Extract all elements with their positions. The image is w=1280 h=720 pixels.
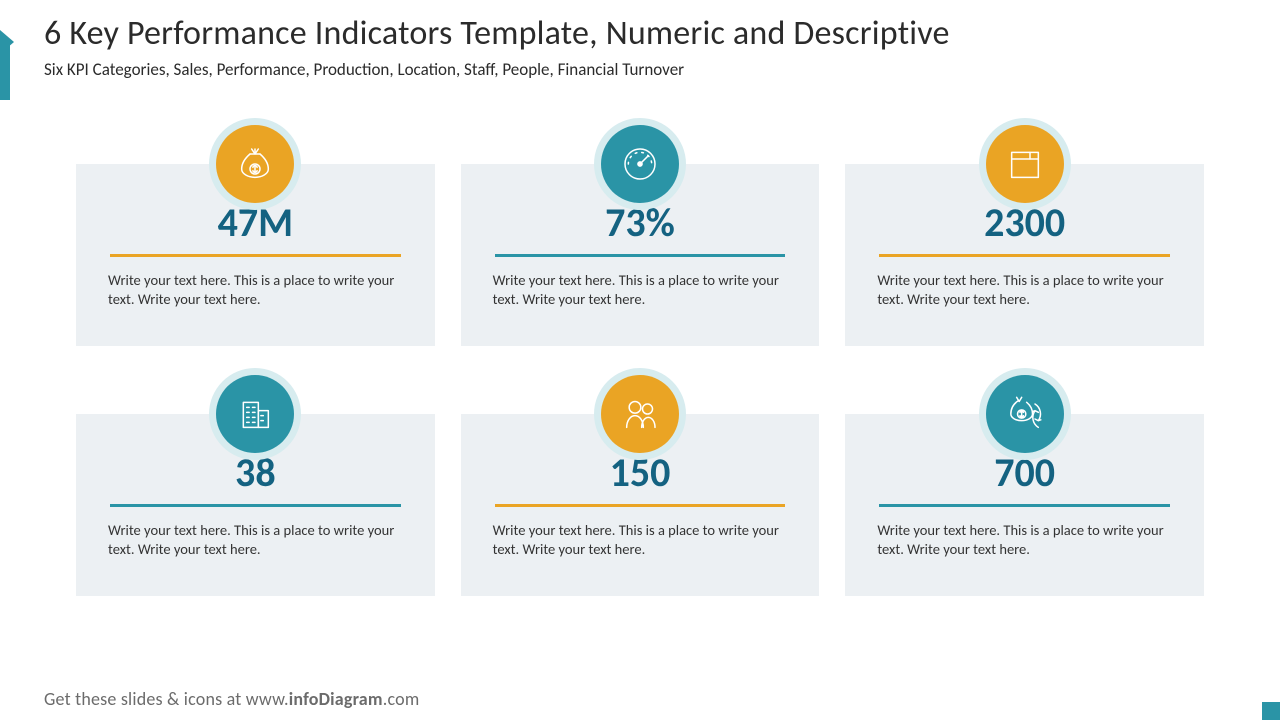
side-accent — [0, 40, 10, 100]
building-icon — [216, 375, 294, 453]
bottom-accent — [1262, 702, 1280, 720]
footer-prefix: Get these slides & icons at www. — [44, 688, 289, 710]
kpi-card-financial: 700Write your text here. This is a place… — [845, 368, 1204, 596]
kpi-card-production: 2300Write your text here. This is a plac… — [845, 118, 1204, 346]
people-icon — [601, 375, 679, 453]
kpi-divider — [110, 504, 401, 507]
icon-ring — [979, 368, 1071, 460]
kpi-description: Write your text here. This is a place to… — [104, 271, 407, 310]
kpi-description: Write your text here. This is a place to… — [873, 271, 1176, 310]
footer-suffix: .com — [383, 688, 420, 710]
kpi-description: Write your text here. This is a place to… — [873, 521, 1176, 560]
slide-subtitle: Six KPI Categories, Sales, Performance, … — [44, 59, 1240, 80]
kpi-divider — [879, 504, 1170, 507]
icon-ring — [979, 118, 1071, 210]
kpi-grid: 47MWrite your text here. This is a place… — [76, 118, 1204, 596]
icon-ring — [209, 368, 301, 460]
kpi-card-staff: 150Write your text here. This is a place… — [461, 368, 820, 596]
box-icon — [986, 125, 1064, 203]
slide: 6 Key Performance Indicators Template, N… — [0, 0, 1280, 720]
icon-ring — [594, 118, 686, 210]
gauge-icon — [601, 125, 679, 203]
kpi-description: Write your text here. This is a place to… — [104, 521, 407, 560]
kpi-card-location: 38Write your text here. This is a place … — [76, 368, 435, 596]
footer-text: Get these slides & icons at www.infoDiag… — [44, 688, 419, 710]
icon-ring — [209, 118, 301, 210]
kpi-divider — [495, 504, 786, 507]
icon-ring — [594, 368, 686, 460]
header: 6 Key Performance Indicators Template, N… — [44, 14, 1240, 80]
slide-title: 6 Key Performance Indicators Template, N… — [44, 14, 1240, 53]
footer-bold: infoDiagram — [289, 688, 383, 710]
kpi-divider — [110, 254, 401, 257]
kpi-description: Write your text here. This is a place to… — [489, 521, 792, 560]
kpi-card-sales: 47MWrite your text here. This is a place… — [76, 118, 435, 346]
kpi-card-performance: 73%Write your text here. This is a place… — [461, 118, 820, 346]
kpi-description: Write your text here. This is a place to… — [489, 271, 792, 310]
money-bag-icon — [216, 125, 294, 203]
money-cycle-icon — [986, 375, 1064, 453]
kpi-divider — [879, 254, 1170, 257]
kpi-divider — [495, 254, 786, 257]
